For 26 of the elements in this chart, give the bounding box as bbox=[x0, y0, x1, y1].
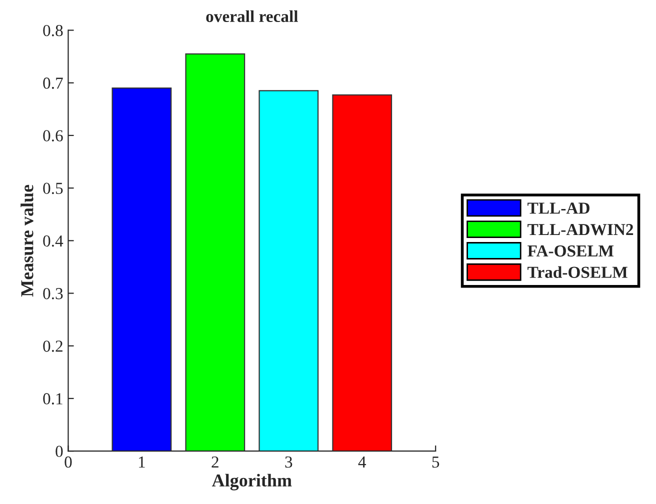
legend-label: Trad-OSELM bbox=[528, 266, 628, 278]
y-tick-label: 0.7 bbox=[43, 78, 63, 89]
y-tick-label: 0.8 bbox=[43, 24, 63, 36]
x-tick-label: 3 bbox=[285, 456, 292, 468]
bar bbox=[258, 90, 319, 452]
legend-label: TLL-AD bbox=[528, 202, 590, 214]
x-tick-label: 1 bbox=[138, 456, 145, 468]
bar bbox=[332, 94, 392, 452]
y-tick-label: 0.5 bbox=[43, 182, 63, 194]
legend-label: FA-OSELM bbox=[528, 245, 614, 257]
y-tick-label: 0.4 bbox=[43, 235, 64, 247]
y-tick-label: 0 bbox=[56, 446, 63, 458]
bar bbox=[112, 88, 172, 452]
x-tick-label: 4 bbox=[358, 456, 366, 468]
chart-title: overall recall bbox=[206, 10, 298, 22]
y-tick-label: 0.6 bbox=[43, 130, 63, 142]
y-tick-label: 0.3 bbox=[43, 288, 63, 300]
bar bbox=[185, 53, 246, 452]
y-tick-label: 0.1 bbox=[43, 393, 62, 404]
legend-label: TLL-ADWIN2 bbox=[528, 224, 634, 236]
y-axis-title: Measure value bbox=[20, 184, 34, 297]
x-tick-label: 2 bbox=[212, 456, 218, 468]
y-tick-label: 0.2 bbox=[43, 340, 62, 352]
x-tick-label: 0 bbox=[64, 456, 72, 468]
x-axis-title: Algorithm bbox=[212, 474, 292, 490]
x-tick-label: 5 bbox=[432, 456, 440, 468]
